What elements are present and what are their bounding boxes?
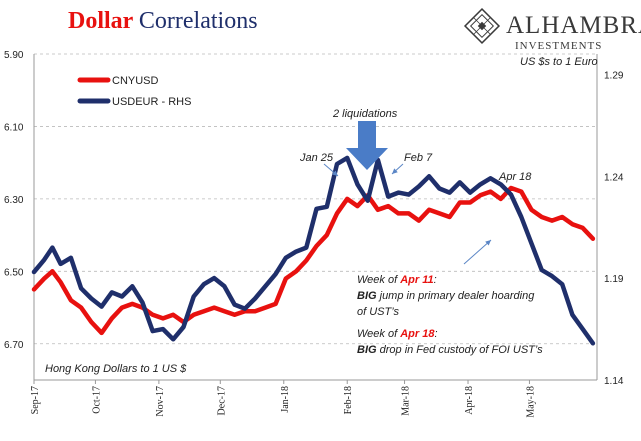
pointer-feb7-head (392, 168, 398, 174)
pointer-apr11-head (485, 240, 491, 246)
annotation-jan25: Jan 25 (300, 152, 334, 164)
left-tick-label: 6.30 (4, 195, 24, 206)
note-apr18: Week of Apr 18: BIG drop in Fed custody … (357, 328, 543, 356)
title-word-dollar: Dollar (68, 8, 133, 34)
x-tick-label: Jan-18 (280, 386, 291, 413)
brand-name: ALHAMBRA (506, 12, 641, 39)
x-tick-label: Dec-17 (216, 386, 227, 415)
left-tick-label: 6.50 (4, 267, 24, 278)
annotation-layer (77, 77, 492, 265)
legend-label-usdeur: USDEUR - RHS (112, 96, 192, 108)
right-tick-label: 1.29 (604, 70, 624, 81)
brand-logo: ALHAMBRA INVESTMENTS (462, 6, 641, 52)
diamond-logo-icon (463, 7, 501, 45)
liquidation-arrow-icon (346, 121, 388, 170)
x-tick-label: May-18 (525, 386, 536, 418)
right-axis-note: US $s to 1 Euro (520, 56, 598, 68)
annotation-feb7: Feb 7 (404, 152, 433, 164)
annotation-two-liquidations: 2 liquidations (333, 108, 398, 120)
brand-subtitle: INVESTMENTS (515, 40, 603, 52)
chart-axes: 5.90 6.10 6.30 6.50 6.70 1.29 1.24 1.19 1.14 Sep-… (4, 50, 624, 418)
x-tick-label: Oct-17 (91, 386, 102, 414)
series-line-cnyusd (31, 185, 596, 336)
pointer-jan25-head (332, 170, 338, 176)
x-tick-label: Feb-18 (343, 386, 354, 414)
series-line-usdeur (31, 155, 596, 346)
left-tick-label: 6.70 (4, 340, 24, 351)
x-tick-label: Nov-17 (155, 386, 166, 417)
x-tick-label: Sep-17 (30, 386, 41, 414)
right-tick-label: 1.14 (604, 376, 624, 387)
right-tick-label: 1.24 (604, 172, 624, 183)
chart-title: Dollar Correlations (68, 8, 258, 35)
left-tick-label: 6.10 (4, 122, 24, 133)
annotation-apr18: Apr 18 (499, 171, 532, 183)
right-tick-label: 1.19 (604, 274, 624, 285)
left-tick-label: 5.90 (4, 50, 24, 61)
pointer-apr11 (463, 239, 492, 265)
series-layer (31, 155, 596, 346)
legend-label-cnyusd: CNYUSD (112, 75, 159, 87)
title-word-correlations: Correlations (138, 8, 258, 34)
note-apr11: Week of Apr 11: BIG jump in primary deal… (357, 274, 535, 318)
x-tick-label: Apr-18 (464, 386, 475, 415)
x-tick-label: Mar-18 (401, 386, 412, 416)
left-axis-note: Hong Kong Dollars to 1 US $ (45, 363, 187, 375)
